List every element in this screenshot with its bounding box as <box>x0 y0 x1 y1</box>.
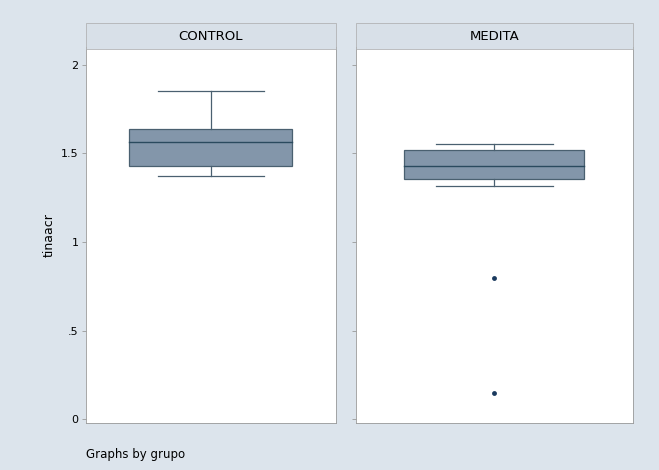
Bar <box>130 129 293 166</box>
Text: Graphs by grupo: Graphs by grupo <box>86 447 185 461</box>
Bar <box>405 150 584 179</box>
Text: MEDITA: MEDITA <box>469 30 519 43</box>
Y-axis label: tinaacr: tinaacr <box>43 213 55 257</box>
Text: CONTROL: CONTROL <box>179 30 243 43</box>
